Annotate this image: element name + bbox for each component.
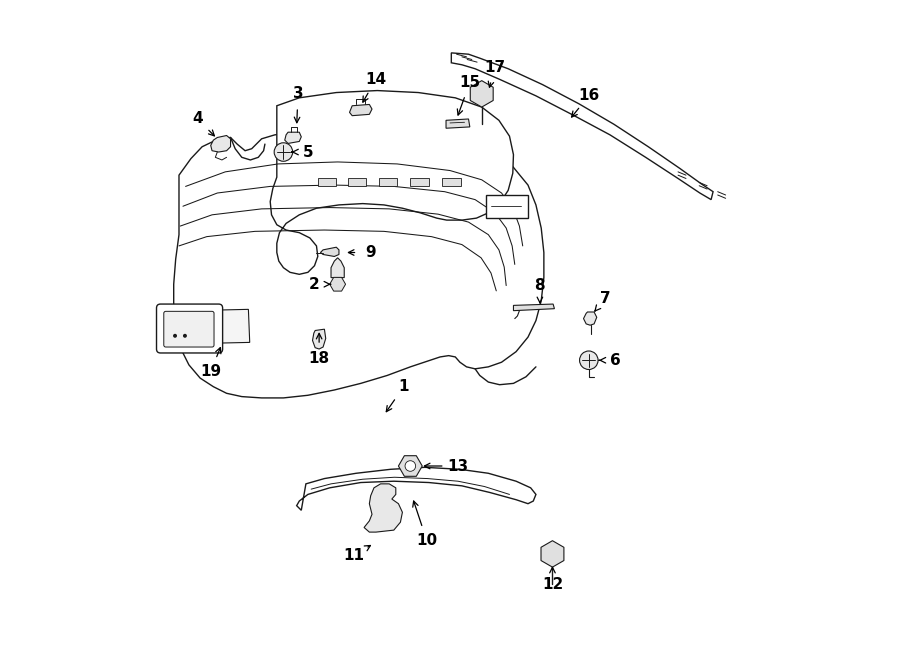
Polygon shape xyxy=(270,91,514,274)
Text: 14: 14 xyxy=(365,72,386,87)
Polygon shape xyxy=(451,53,713,200)
Polygon shape xyxy=(349,104,372,116)
Text: 17: 17 xyxy=(484,60,506,75)
Circle shape xyxy=(405,461,416,471)
Polygon shape xyxy=(442,178,461,186)
Polygon shape xyxy=(347,178,366,186)
Text: 8: 8 xyxy=(535,278,545,293)
Polygon shape xyxy=(174,131,544,398)
Text: 7: 7 xyxy=(600,292,610,306)
Text: 3: 3 xyxy=(292,87,303,101)
Polygon shape xyxy=(320,247,339,256)
Text: 19: 19 xyxy=(200,364,221,379)
Polygon shape xyxy=(329,278,346,291)
Text: 18: 18 xyxy=(309,351,329,366)
Polygon shape xyxy=(211,136,230,152)
FancyBboxPatch shape xyxy=(157,304,222,353)
Polygon shape xyxy=(471,81,493,107)
Text: 12: 12 xyxy=(542,578,563,592)
Text: 11: 11 xyxy=(344,548,364,563)
Polygon shape xyxy=(379,178,397,186)
Text: 1: 1 xyxy=(399,379,409,394)
Text: 10: 10 xyxy=(417,533,437,548)
Polygon shape xyxy=(399,455,422,477)
Polygon shape xyxy=(514,304,554,311)
Polygon shape xyxy=(486,195,528,218)
Circle shape xyxy=(274,143,292,161)
Text: 5: 5 xyxy=(302,145,313,159)
Polygon shape xyxy=(446,119,470,128)
Text: 9: 9 xyxy=(365,245,376,260)
Polygon shape xyxy=(191,309,249,344)
Text: 2: 2 xyxy=(309,277,320,292)
Polygon shape xyxy=(318,178,337,186)
FancyBboxPatch shape xyxy=(164,311,214,347)
Polygon shape xyxy=(331,258,344,278)
Circle shape xyxy=(183,334,187,338)
Text: 13: 13 xyxy=(447,459,469,473)
Polygon shape xyxy=(284,132,302,143)
Text: 6: 6 xyxy=(610,353,621,368)
Polygon shape xyxy=(541,541,564,567)
Text: 4: 4 xyxy=(193,112,202,126)
Circle shape xyxy=(580,351,598,369)
Polygon shape xyxy=(364,484,402,532)
Text: 15: 15 xyxy=(459,75,481,90)
Polygon shape xyxy=(312,329,326,349)
Polygon shape xyxy=(583,312,597,325)
Polygon shape xyxy=(297,467,536,510)
Polygon shape xyxy=(410,178,428,186)
Circle shape xyxy=(173,334,177,338)
Text: 16: 16 xyxy=(578,89,599,103)
